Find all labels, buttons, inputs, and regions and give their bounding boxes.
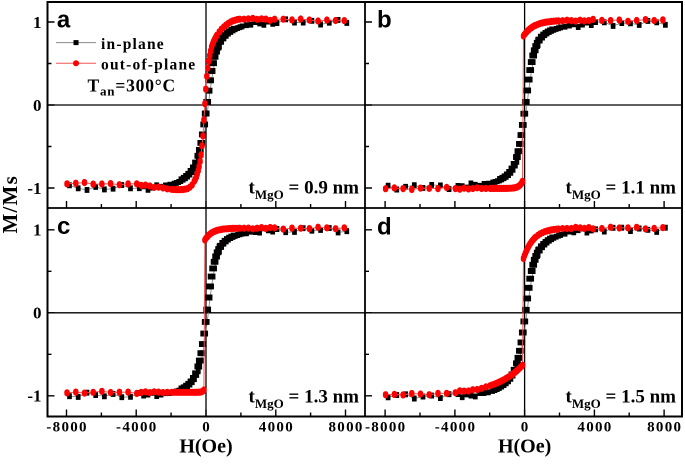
svg-text:tMgO = 1.3 nm: tMgO = 1.3 nm: [249, 386, 360, 411]
svg-text:b: b: [377, 6, 392, 33]
svg-text:4000: 4000: [577, 420, 612, 436]
svg-text:c: c: [57, 213, 70, 240]
svg-text:a: a: [57, 6, 71, 33]
svg-text:0: 0: [33, 96, 42, 115]
svg-text:8000: 8000: [328, 420, 363, 436]
svg-text:in-plane: in-plane: [101, 36, 165, 53]
svg-text:-8000: -8000: [365, 420, 407, 436]
svg-text:0: 0: [202, 420, 211, 436]
svg-text:1: 1: [33, 13, 42, 32]
svg-text:1: 1: [33, 221, 42, 240]
svg-text:4000: 4000: [259, 420, 294, 436]
svg-text:d: d: [377, 214, 392, 241]
svg-text:-8000: -8000: [46, 420, 88, 436]
svg-text:0: 0: [33, 304, 42, 323]
svg-text:H(Oe): H(Oe): [498, 436, 551, 458]
svg-text:8000: 8000: [647, 420, 682, 436]
svg-text:-1: -1: [27, 179, 41, 198]
svg-text:M/Ms: M/Ms: [0, 175, 22, 233]
svg-text:H(Oe): H(Oe): [179, 436, 232, 458]
svg-text:0: 0: [521, 420, 530, 436]
svg-text:-1: -1: [27, 387, 41, 406]
svg-text:tMgO = 1.1 nm: tMgO = 1.1 nm: [566, 178, 677, 203]
svg-text:out-of-plane: out-of-plane: [101, 56, 196, 73]
svg-text:-4000: -4000: [435, 420, 477, 436]
svg-text:tMgO = 1.5 nm: tMgO = 1.5 nm: [566, 386, 677, 411]
svg-text:-4000: -4000: [116, 420, 158, 436]
